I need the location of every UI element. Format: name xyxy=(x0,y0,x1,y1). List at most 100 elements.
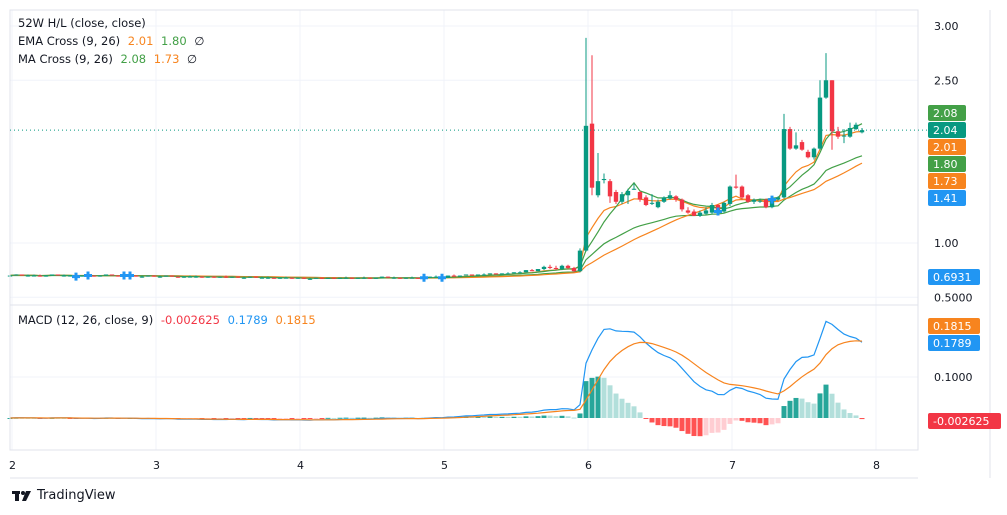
price-label-box xyxy=(928,190,966,206)
candle-body xyxy=(79,275,85,277)
tradingview-logo[interactable]: TradingView xyxy=(12,488,116,503)
candle-body xyxy=(721,202,727,212)
candle-body xyxy=(547,266,553,268)
tradingview-logo-icon xyxy=(12,490,31,501)
macd-value-label-box xyxy=(928,318,980,334)
macd-histogram-bar xyxy=(649,418,655,423)
legend-ema-slow-value: 1.80 xyxy=(161,34,187,48)
ema-slow-line xyxy=(10,155,863,279)
candle-body xyxy=(367,277,373,279)
candle-body xyxy=(265,277,271,279)
price-label: 1.73 xyxy=(933,175,958,188)
price-label-box xyxy=(928,173,966,189)
macd-histogram-bar xyxy=(217,418,223,419)
macd-histogram-bar xyxy=(703,418,709,436)
macd-histogram-bar xyxy=(253,418,259,419)
macd-histogram-bar xyxy=(355,417,361,419)
macd-histogram-bar xyxy=(577,413,583,418)
macd-value-label-box xyxy=(928,335,980,351)
macd-histogram-bar xyxy=(727,418,733,424)
macd-histogram-bar xyxy=(373,417,379,419)
candle-body xyxy=(151,275,157,277)
candle-body xyxy=(487,273,493,275)
candle-body xyxy=(697,212,703,216)
legend-ema-cross[interactable]: EMA Cross (9, 26) 2.01 1.80 ∅ xyxy=(18,34,208,48)
macd-histogram-bar xyxy=(499,416,505,418)
candle-body xyxy=(643,197,649,206)
candle-body xyxy=(649,202,655,204)
candle-body xyxy=(145,275,151,277)
candle-body xyxy=(577,250,583,272)
axes: 2 3 4 5 6 7 8 3.00 2.50 1.00 0.5000 0.1000 2.08 2.04 2… xyxy=(9,9,1001,479)
candle-body xyxy=(775,197,781,200)
candle-body xyxy=(553,267,559,270)
candle-body xyxy=(751,199,757,202)
hidden-eye-icon[interactable]: ∅ xyxy=(187,52,198,66)
hl-marker xyxy=(420,273,428,282)
candle-body xyxy=(853,124,859,130)
macd-histogram-bar xyxy=(265,418,271,419)
price-label: 1.41 xyxy=(933,192,958,205)
legend-ma-cross[interactable]: MA Cross (9, 26) 2.08 1.73 ∅ xyxy=(18,52,201,66)
macd-histogram-bar xyxy=(223,418,229,419)
price-label-box xyxy=(928,122,966,138)
macd-histogram-bar xyxy=(517,416,523,418)
hl-markers xyxy=(72,195,776,282)
candle-body xyxy=(565,265,571,268)
macd-histogram-bar xyxy=(319,418,325,419)
macd-histogram-bar xyxy=(295,418,301,419)
candle-body xyxy=(37,275,43,277)
candle-body xyxy=(331,277,337,279)
macd-histogram-bar xyxy=(553,416,559,418)
hl-marker xyxy=(84,271,92,280)
candle-body xyxy=(217,276,223,278)
legend-macd[interactable]: MACD (12, 26, close, 9) -0.002625 0.1789… xyxy=(18,313,320,327)
candle-body xyxy=(589,123,595,188)
candle-body xyxy=(97,275,103,277)
plot-border xyxy=(9,9,919,451)
candle-body xyxy=(55,274,61,276)
price-label: 1.80 xyxy=(933,158,958,171)
candle-body xyxy=(103,274,109,276)
candle-body xyxy=(703,210,709,214)
macd-histogram-bar xyxy=(613,393,619,418)
macd-histogram-bar xyxy=(745,418,751,423)
moving-average-lines xyxy=(9,123,863,279)
x-tick-label: 6 xyxy=(585,459,592,472)
x-tick-label: 2 xyxy=(9,459,16,472)
macd-histogram-bar xyxy=(769,418,775,425)
candle-body xyxy=(427,276,433,278)
candle-body xyxy=(823,80,829,98)
candle-body xyxy=(67,275,73,277)
macd-histogram-bar xyxy=(475,416,481,418)
macd-histogram-bar xyxy=(277,418,283,419)
candle-body xyxy=(613,192,619,202)
macd-value-label-box xyxy=(928,413,1001,429)
legend-52w-hl[interactable]: 52W H/L (close, close) xyxy=(18,16,150,30)
candle-body xyxy=(361,277,367,279)
price-label: 2.04 xyxy=(933,124,958,137)
macd-histogram-bar xyxy=(823,384,829,418)
candle-body xyxy=(475,274,481,276)
macd-histogram-bar xyxy=(637,412,643,418)
macd-histogram-bar xyxy=(547,415,553,418)
candle-body xyxy=(505,273,511,275)
macd-histogram-bar xyxy=(817,393,823,418)
candle-body xyxy=(631,188,637,190)
candle-body xyxy=(619,194,625,202)
hidden-eye-icon[interactable]: ∅ xyxy=(194,34,205,48)
macd-histogram-bar xyxy=(631,406,637,418)
macd-histogram-bar xyxy=(283,418,289,419)
candle-body xyxy=(13,274,19,276)
candle-body xyxy=(499,273,505,275)
candle-body xyxy=(757,200,763,202)
macd-histogram-bar xyxy=(661,418,667,427)
macd-histogram-bar xyxy=(571,417,577,419)
candle-body xyxy=(109,274,115,276)
candle-body xyxy=(187,276,193,278)
price-label: 2.08 xyxy=(933,107,958,120)
candle-body xyxy=(679,199,685,210)
macd-histogram-bar xyxy=(595,376,601,418)
candle-body xyxy=(607,181,613,197)
